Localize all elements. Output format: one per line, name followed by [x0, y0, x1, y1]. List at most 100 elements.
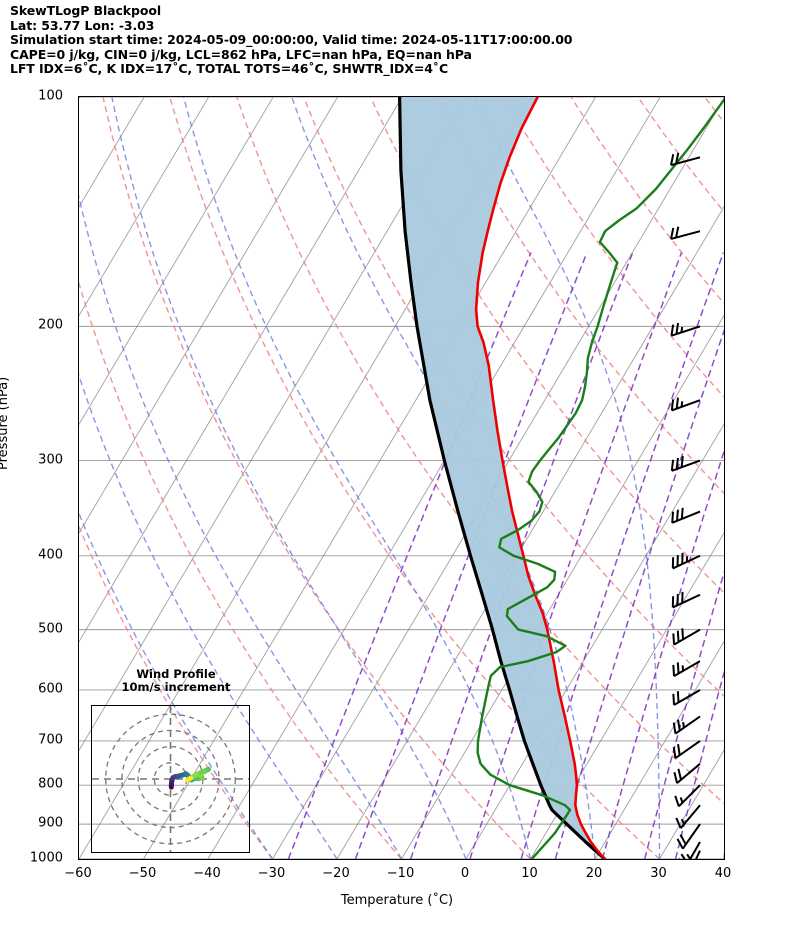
temperature-profile-line — [474, 97, 607, 859]
moist-adiabat-line — [79, 194, 403, 859]
barb-shaft — [671, 510, 701, 524]
temperature-curve — [474, 97, 607, 859]
dry-adiabat-line — [302, 97, 724, 698]
dry-adiabat-line — [102, 97, 532, 859]
parcel-profile-line — [398, 97, 607, 859]
wind-barb — [670, 456, 701, 472]
barb-half-flag — [679, 797, 684, 804]
barb-full-flag — [671, 511, 675, 523]
mixing-ratio-line — [354, 252, 588, 859]
barb-full-flag — [677, 719, 681, 731]
moist-adiabat-line — [79, 511, 274, 859]
barb-shaft — [673, 628, 701, 646]
y-axis-label: Pressure (hPa) — [0, 376, 11, 470]
wind-barb — [671, 507, 701, 524]
barb-full-flag — [676, 691, 680, 703]
dry-adiabat-line — [637, 97, 724, 213]
barb-full-flag — [677, 768, 682, 780]
figure-header: SkewTLogP Blackpool Lat: 53.77 Lon: -3.0… — [10, 3, 770, 77]
dry-adiabat-line — [570, 97, 724, 305]
header-title-line: SkewTLogP Blackpool — [10, 3, 162, 18]
dry-adiabat-line — [169, 97, 660, 859]
temperature-tick--60: −60 — [64, 866, 92, 881]
wind-barb — [678, 841, 701, 859]
barb-full-flag — [680, 456, 684, 468]
barb-shaft — [674, 740, 701, 759]
header-cape-line: CAPE=0 j/kg, CIN=0 j/kg, LCL=862 hPa, LF… — [10, 46, 472, 62]
wind-barb — [675, 804, 701, 829]
isotherm-line — [143, 97, 597, 859]
wind-profile-title: Wind Profile 10m/s increment — [96, 668, 256, 694]
barb-full-flag — [681, 628, 685, 640]
pressure-tick-100: 100 — [38, 88, 63, 104]
wind-barb — [671, 552, 701, 570]
temperature-tick--20: −20 — [322, 866, 350, 881]
barb-full-flag — [670, 227, 675, 240]
header-indices-line: LFT IDX=6˚C, K IDX=17˚C, TOTAL TOTS=46˚C… — [10, 61, 449, 77]
dewpoint-profile-line — [476, 97, 724, 859]
isotherm-line — [336, 205, 724, 859]
header-location-line: Lat: 53.77 Lon: -3.03 — [10, 17, 155, 33]
wind-barb — [672, 628, 701, 646]
wind-barb — [670, 226, 701, 240]
pressure-tick-300: 300 — [38, 452, 63, 468]
moist-adiabat-line — [291, 97, 596, 859]
cape-shading — [399, 97, 605, 859]
barb-half-flag — [680, 326, 684, 333]
pressure-tick-200: 200 — [38, 317, 63, 333]
barb-shaft — [676, 763, 701, 784]
temperature-tick--50: −50 — [128, 866, 157, 881]
barb-full-flag — [672, 722, 677, 734]
mixing-ratio-line — [601, 449, 724, 859]
temperature-tick--10: −10 — [386, 866, 415, 881]
isotherm-line — [79, 97, 274, 426]
barb-shaft — [679, 804, 701, 829]
hodograph-segment — [185, 775, 194, 783]
barb-full-flag — [673, 771, 678, 784]
barb-shaft — [670, 156, 701, 167]
barb-full-flag — [670, 399, 675, 411]
barb-shaft — [694, 850, 701, 859]
mixing-ratio-line — [554, 328, 724, 859]
skewt-canvas — [79, 97, 724, 859]
wind-barb — [670, 397, 701, 412]
barb-shaft — [671, 459, 701, 472]
wind-barb — [670, 322, 701, 337]
wind-barb — [674, 784, 701, 808]
isotherm-line — [401, 314, 724, 859]
barb-full-flag — [670, 459, 675, 471]
mixing-ratio-line — [520, 252, 724, 859]
barb-full-flag — [675, 226, 680, 238]
barb-half-flag — [680, 401, 684, 408]
barb-full-flag — [675, 152, 680, 164]
moist-adiabat-line — [79, 373, 338, 859]
barb-full-flag — [676, 662, 680, 674]
moist-adiabat-line — [182, 97, 532, 859]
barb-shaft — [671, 399, 701, 412]
barb-full-flag — [670, 153, 675, 166]
barb-full-flag — [672, 746, 677, 759]
barb-shaft — [671, 325, 701, 337]
mixing-ratio-line — [287, 252, 532, 859]
wind-barb — [673, 763, 701, 784]
barb-shaft — [674, 715, 701, 735]
dry-adiabat-line — [79, 281, 403, 859]
barb-full-flag — [675, 397, 679, 409]
pressure-tick-700: 700 — [38, 732, 63, 748]
header-time-line: Simulation start time: 2024-05-09_00:00:… — [10, 32, 573, 48]
barb-shaft — [670, 230, 701, 240]
cape-shaded-area — [399, 97, 605, 859]
wind-barbs-group — [670, 152, 701, 859]
pressure-tick-1000: 1000 — [29, 850, 63, 866]
isotherm-line — [79, 97, 339, 534]
barb-full-flag — [674, 795, 680, 807]
barb-shaft — [681, 823, 701, 850]
barb-shaft — [673, 689, 701, 706]
wind-barb — [672, 660, 701, 678]
barb-full-flag — [675, 322, 680, 335]
barb-shaft — [672, 593, 701, 609]
wind-barb — [671, 591, 701, 609]
temperature-tick-30: 30 — [650, 866, 667, 881]
isotherm-line — [79, 97, 81, 100]
